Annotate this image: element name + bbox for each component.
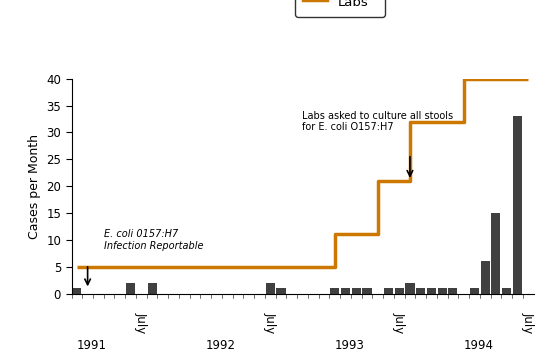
Bar — [266, 283, 275, 294]
Bar — [416, 288, 425, 294]
Bar — [384, 288, 393, 294]
Bar — [491, 213, 501, 294]
Text: Labs asked to culture all stools
for E. coli O157:H7: Labs asked to culture all stools for E. … — [302, 111, 454, 132]
Text: E. coli 0157:H7
Infection Reportable: E. coli 0157:H7 Infection Reportable — [104, 229, 204, 251]
Text: July: July — [264, 312, 277, 334]
Bar — [330, 288, 339, 294]
Bar — [513, 116, 522, 294]
Bar — [470, 288, 479, 294]
Text: July: July — [135, 312, 148, 334]
Bar — [72, 288, 81, 294]
Bar — [147, 283, 157, 294]
Legend: Cases, Labs: Cases, Labs — [295, 0, 385, 17]
Bar — [341, 288, 350, 294]
Text: July: July — [393, 312, 406, 334]
Bar — [395, 288, 404, 294]
Bar — [277, 288, 285, 294]
Bar — [126, 283, 135, 294]
Bar — [405, 283, 415, 294]
Bar — [438, 288, 447, 294]
Bar — [448, 288, 458, 294]
Bar — [427, 288, 436, 294]
Text: 1991: 1991 — [77, 339, 107, 352]
Bar — [481, 261, 490, 294]
Bar — [362, 288, 372, 294]
Text: 1994: 1994 — [464, 339, 494, 352]
Bar — [351, 288, 361, 294]
Text: July: July — [521, 312, 535, 334]
Text: 1992: 1992 — [206, 339, 236, 352]
Text: 1993: 1993 — [335, 339, 365, 352]
Bar — [502, 288, 511, 294]
Y-axis label: Cases per Month: Cases per Month — [28, 134, 41, 239]
